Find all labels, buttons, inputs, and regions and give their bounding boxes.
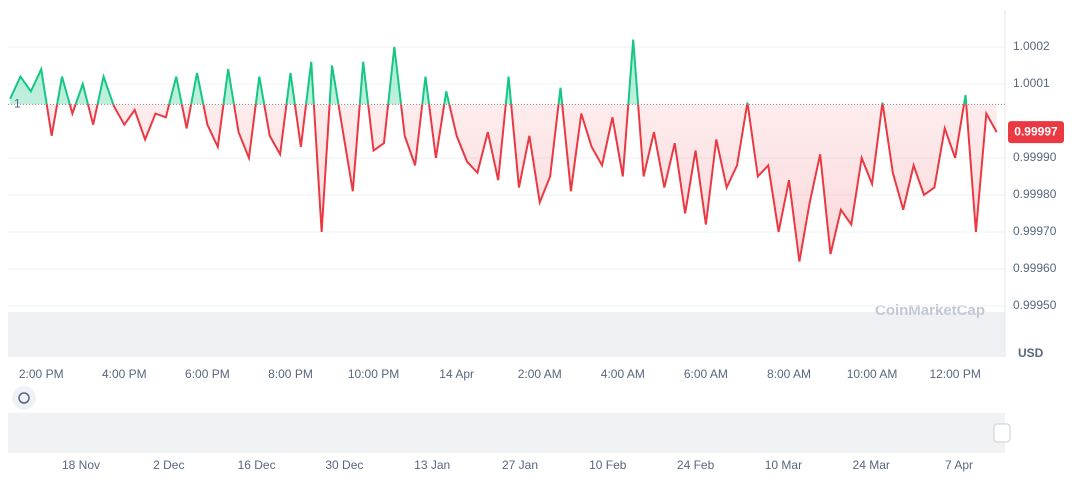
price-tag-label: 0.99997: [1014, 124, 1058, 138]
y-tick-label: 0.99980: [1013, 187, 1057, 201]
baseline-label: 1: [14, 97, 21, 111]
y-tick-label: 0.99950: [1013, 298, 1057, 312]
x-tick-label: 4:00 AM: [601, 367, 645, 381]
history-icon: [18, 392, 30, 404]
price-tag: [1008, 121, 1064, 144]
x-tick-label: 6:00 AM: [684, 367, 728, 381]
y-tick-label: 0.99960: [1013, 261, 1057, 275]
navigator-handle[interactable]: [993, 423, 1011, 443]
navigator-label: 10 Mar: [765, 458, 802, 472]
volume-area: [8, 312, 1005, 357]
price-line-up: [9, 39, 968, 105]
y-tick-label: 0.99970: [1013, 224, 1057, 238]
x-tick-label: 2:00 PM: [19, 367, 64, 381]
price-line-down: [45, 104, 998, 262]
navigator-label: 10 Feb: [589, 458, 627, 472]
x-tick-label: 4:00 PM: [102, 367, 147, 381]
x-tick-label: 8:00 AM: [767, 367, 811, 381]
x-tick-label: 10:00 AM: [847, 367, 898, 381]
navigator-label: 13 Jan: [414, 458, 450, 472]
navigator-label: 16 Dec: [238, 458, 276, 472]
area-up: [10, 39, 967, 105]
area-down: [10, 104, 997, 262]
x-tick-label: 6:00 PM: [185, 367, 230, 381]
y-axis-label: USD: [1018, 346, 1044, 360]
navigator-label: 24 Mar: [853, 458, 890, 472]
y-tick-label: 1.0002: [1013, 39, 1050, 53]
navigator-label: 18 Nov: [62, 458, 100, 472]
x-tick-label: 8:00 PM: [268, 367, 313, 381]
x-tick-label: 10:00 PM: [348, 367, 399, 381]
navigator: [8, 413, 1005, 453]
navigator-label: 24 Feb: [677, 458, 715, 472]
navigator-label: 2 Dec: [153, 458, 184, 472]
x-tick-label: 2:00 AM: [518, 367, 562, 381]
navigator-label: 27 Jan: [502, 458, 538, 472]
navigator-label: 30 Dec: [325, 458, 363, 472]
navigator-label: 7 Apr: [945, 458, 973, 472]
watermark: CoinMarketCap: [875, 302, 985, 319]
y-tick-label: 0.99990: [1013, 150, 1057, 164]
x-tick-label: 12:00 PM: [929, 367, 980, 381]
x-tick-label: 14 Apr: [439, 367, 474, 381]
y-tick-label: 1.0001: [1013, 76, 1050, 90]
history-button[interactable]: [12, 386, 36, 410]
